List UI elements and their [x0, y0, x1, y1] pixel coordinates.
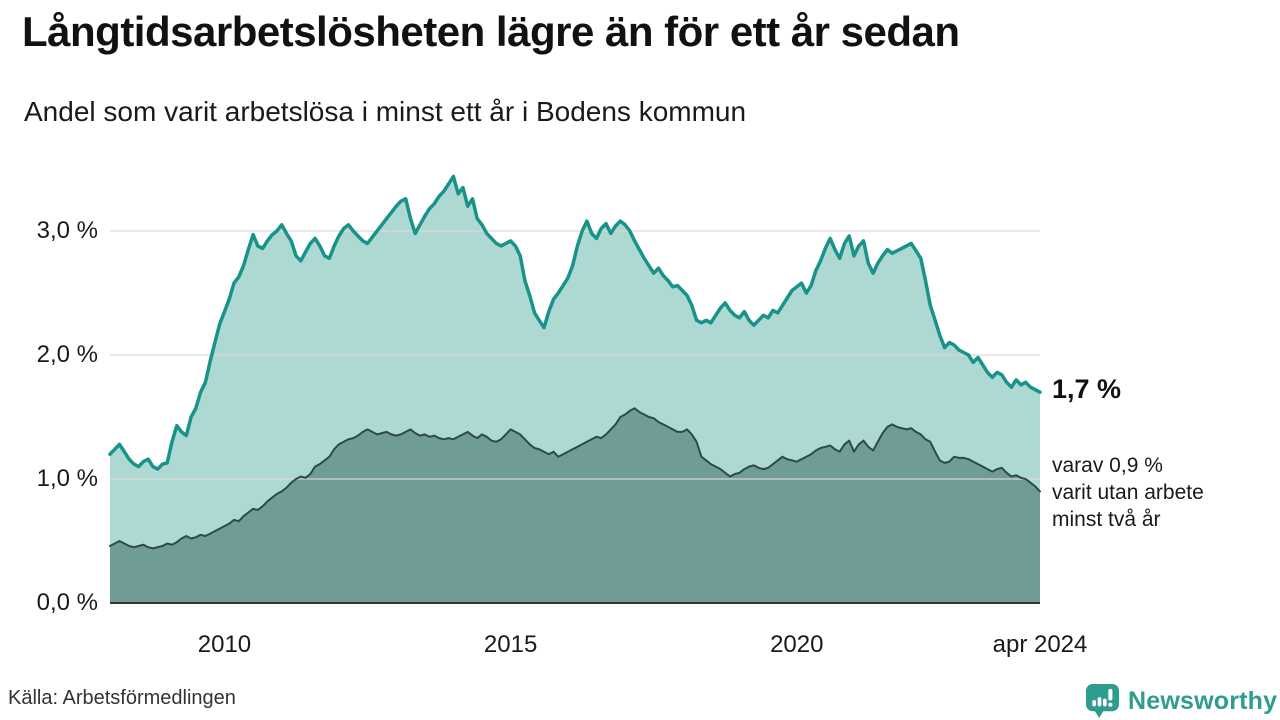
annotation-line: varit utan arbete: [1052, 481, 1204, 504]
newsworthy-brand: Newsworthy: [1085, 683, 1277, 719]
chart-subtitle: Andel som varit arbetslösa i minst ett å…: [24, 96, 747, 127]
series-line-0: [108, 174, 1042, 471]
annotation-line: minst två år: [1052, 508, 1161, 531]
series-line-1: [109, 407, 1041, 550]
annotation-line: varav 0,9 %: [1052, 454, 1163, 477]
x-tick-label: 2010: [197, 631, 252, 658]
page-title: Långtidsarbetslösheten lägre än för ett …: [22, 8, 960, 55]
x-tick-label: 2020: [770, 631, 824, 658]
newsworthy-logo-icon: [1085, 683, 1120, 719]
y-tick-label: 0,0 %: [36, 589, 98, 616]
end-value-label-sub: varav 0,9 % varit utan arbete minst två …: [1052, 452, 1204, 533]
newsworthy-wordmark: Newsworthy: [1128, 686, 1278, 715]
y-tick-label: 2,0 %: [36, 341, 98, 368]
source-caption: Källa: Arbetsförmedlingen: [8, 687, 236, 709]
x-tick-label: apr 2024: [992, 631, 1088, 658]
y-tick-label: 3,0 %: [36, 217, 98, 244]
y-tick-label: 1,0 %: [36, 465, 98, 492]
end-value-label-total: 1,7 %: [1052, 374, 1122, 404]
x-tick-label: 2015: [483, 631, 538, 658]
